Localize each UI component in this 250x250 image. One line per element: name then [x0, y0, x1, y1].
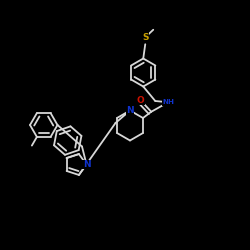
Text: N: N	[126, 106, 134, 115]
Text: S: S	[142, 33, 148, 42]
Text: NH: NH	[162, 99, 174, 105]
Text: O: O	[137, 96, 144, 105]
Text: N: N	[83, 160, 90, 169]
